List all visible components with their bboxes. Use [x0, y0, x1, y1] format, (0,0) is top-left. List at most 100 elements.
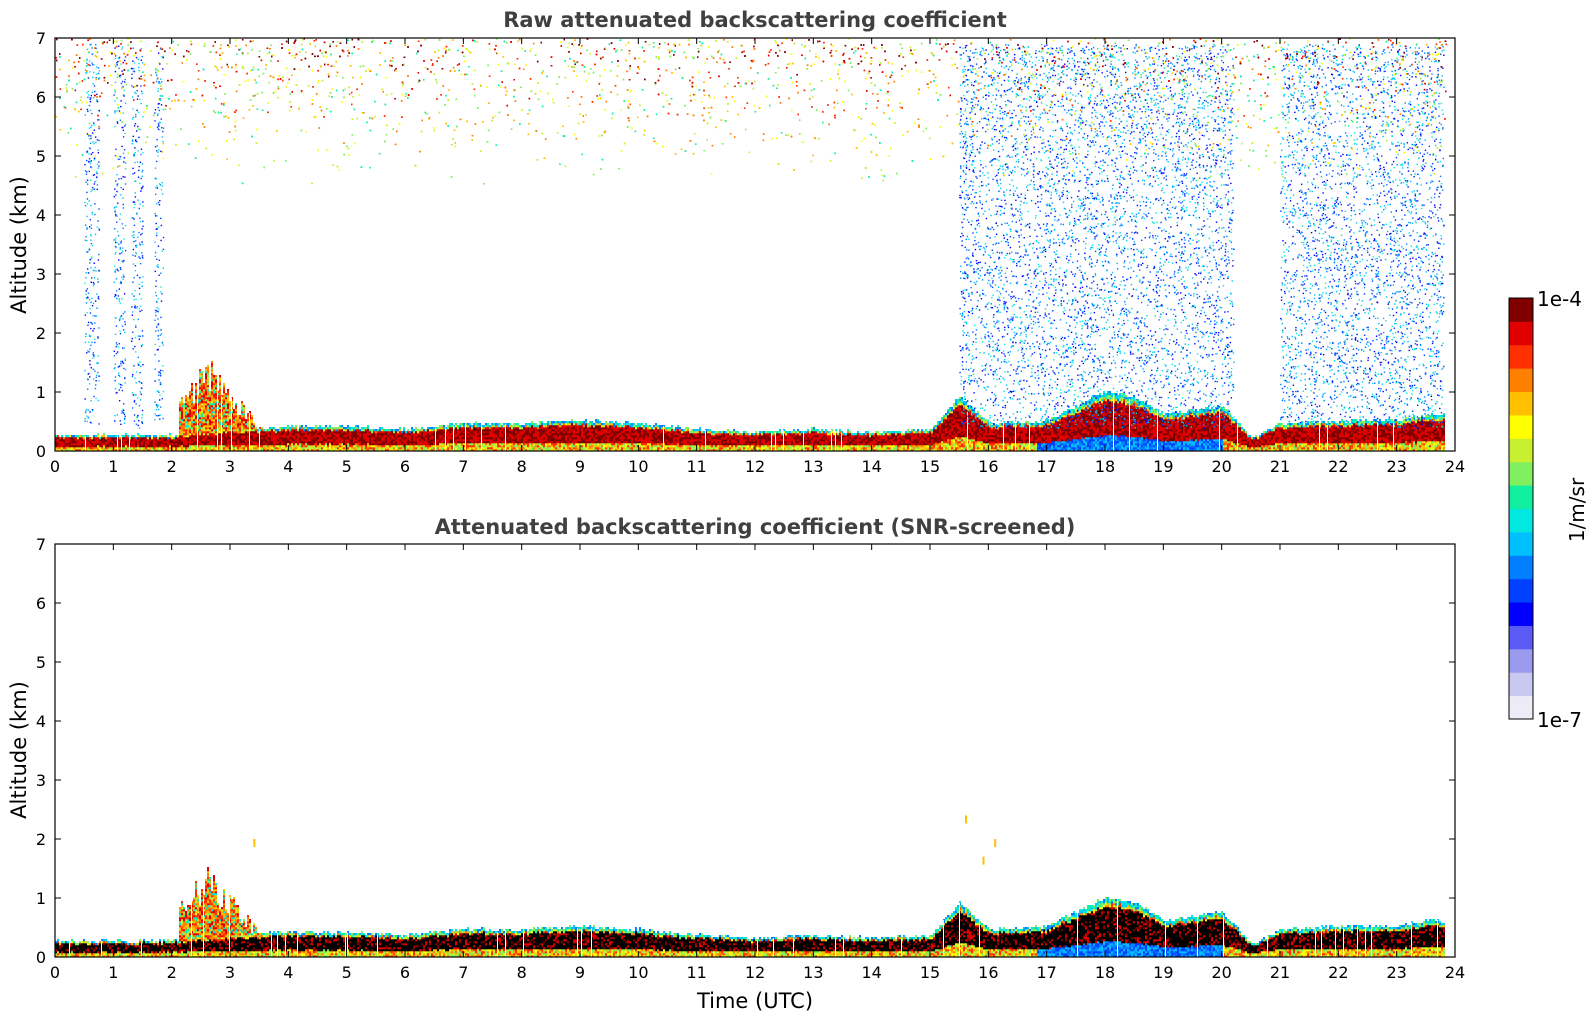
heatmap-cell — [801, 445, 803, 448]
data-gap — [663, 426, 664, 451]
heatmap-cell — [345, 445, 347, 448]
heatmap-cell — [385, 449, 387, 451]
heatmap-cell — [377, 435, 379, 438]
heatmap-cell — [615, 431, 617, 434]
heatmap-cell — [451, 433, 453, 436]
heatmap-cell — [351, 445, 353, 448]
heatmap-cell — [181, 421, 183, 424]
heatmap-cell — [525, 437, 527, 440]
heatmap-cell — [113, 437, 115, 440]
heatmap-cell — [459, 429, 461, 432]
heatmap-cell — [207, 401, 209, 404]
heatmap-cell — [733, 441, 735, 444]
heatmap-cell — [291, 443, 293, 446]
heatmap-cell — [321, 431, 323, 434]
heatmap-cell — [563, 431, 565, 434]
heatmap-cell — [215, 381, 217, 384]
heatmap-cell — [79, 435, 81, 438]
heatmap-cell — [591, 447, 593, 450]
heatmap-cell — [627, 433, 629, 436]
heatmap-cell — [379, 449, 381, 451]
heatmap-cell — [199, 369, 201, 372]
heatmap-cell — [149, 447, 151, 450]
heatmap-cell — [561, 441, 563, 444]
heatmap-cell — [219, 377, 221, 380]
heatmap-cell — [485, 433, 487, 436]
heatmap-cell — [569, 425, 571, 428]
heatmap-cell — [407, 445, 409, 448]
heatmap-cell — [191, 423, 193, 426]
heatmap-cell — [213, 395, 215, 398]
heatmap-cell — [229, 427, 231, 430]
heatmap-cell — [65, 449, 67, 451]
heatmap-cell — [377, 429, 379, 432]
heatmap-cell — [237, 423, 239, 426]
heatmap-cell — [193, 433, 195, 436]
heatmap-cell — [641, 437, 643, 440]
heatmap-cell — [69, 435, 71, 438]
heatmap-cell — [459, 443, 461, 446]
heatmap-cell — [193, 431, 195, 434]
heatmap-cell — [79, 447, 81, 450]
heatmap-cell — [71, 435, 73, 438]
heatmap-cell — [535, 429, 537, 432]
heatmap-cell — [223, 447, 225, 450]
heatmap-cell — [535, 447, 537, 450]
heatmap-cell — [341, 425, 343, 428]
heatmap-cell — [739, 435, 741, 438]
heatmap-cell — [693, 435, 695, 438]
heatmap-cell — [497, 439, 499, 442]
heatmap-cell — [245, 429, 247, 432]
heatmap-cell — [777, 441, 779, 444]
heatmap-cell — [223, 415, 225, 418]
heatmap-cell — [625, 439, 627, 442]
heatmap-cell — [623, 445, 625, 448]
heatmap-cell — [317, 431, 319, 434]
heatmap-cell — [215, 401, 217, 404]
heatmap-cell — [353, 441, 355, 444]
heatmap-cell — [657, 433, 659, 436]
heatmap-cell — [219, 403, 221, 406]
heatmap-cell — [601, 427, 603, 430]
heatmap-cell — [573, 421, 575, 424]
heatmap-cell — [215, 383, 217, 386]
heatmap-cell — [683, 437, 685, 440]
heatmap-cell — [201, 395, 203, 398]
heatmap-cell — [561, 433, 563, 436]
heatmap-cell — [551, 427, 553, 430]
heatmap-cell — [703, 439, 705, 442]
heatmap-cell — [649, 439, 651, 442]
heatmap-cell — [225, 433, 227, 436]
heatmap-cell — [391, 445, 393, 448]
heatmap-cell — [73, 437, 75, 440]
heatmap-cell — [515, 433, 517, 436]
heatmap-cell — [313, 449, 315, 451]
heatmap-cell — [549, 435, 551, 438]
heatmap-cell — [593, 423, 595, 426]
heatmap-cell — [137, 441, 139, 444]
heatmap-cell — [735, 435, 737, 438]
heatmap-cell — [141, 447, 143, 450]
heatmap-cell — [215, 417, 217, 420]
heatmap-cell — [677, 437, 679, 440]
heatmap-cell — [207, 389, 209, 392]
heatmap-cell — [531, 433, 533, 436]
heatmap-cell — [717, 439, 719, 442]
heatmap-cell — [677, 443, 679, 446]
heatmap-cell — [143, 435, 145, 438]
heatmap-cell — [111, 447, 113, 450]
heatmap-cell — [477, 443, 479, 446]
heatmap-cell — [61, 439, 63, 442]
heatmap-cell — [395, 449, 397, 451]
heatmap-cell — [113, 435, 115, 438]
heatmap-cell — [347, 449, 349, 451]
heatmap-cell — [133, 437, 135, 440]
heatmap-cell — [201, 371, 203, 374]
heatmap-cell — [59, 445, 61, 448]
heatmap-cell — [539, 443, 541, 446]
heatmap-cell — [201, 401, 203, 404]
heatmap-cell — [681, 447, 683, 450]
heatmap-cell — [69, 449, 71, 451]
heatmap-cell — [455, 449, 457, 451]
heatmap-cell — [303, 449, 305, 451]
